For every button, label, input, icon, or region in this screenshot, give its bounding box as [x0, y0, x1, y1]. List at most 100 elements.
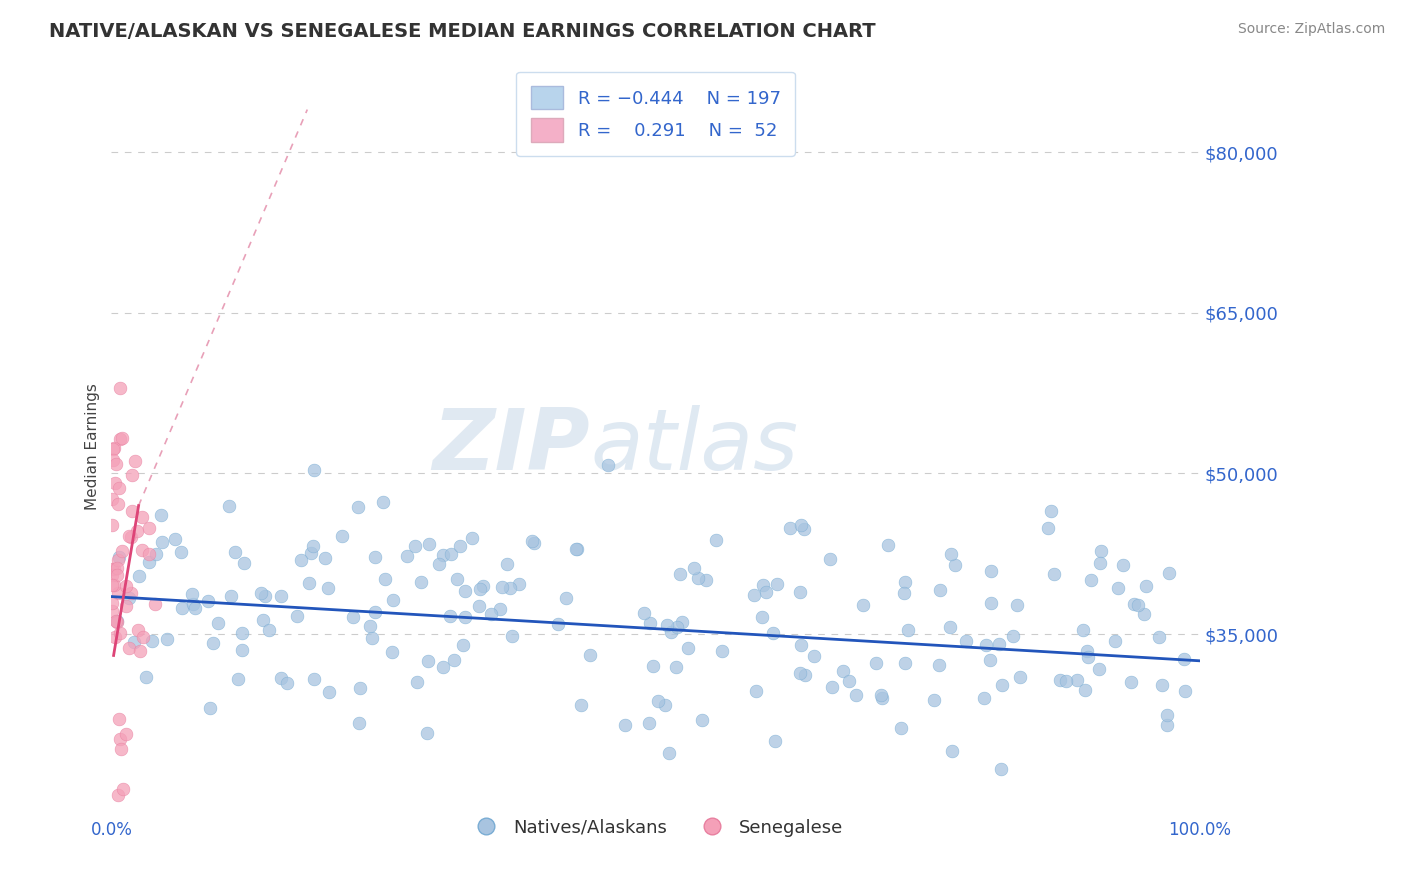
Point — [404, 539, 426, 553]
Point — [640, 615, 662, 630]
Point — [257, 623, 280, 637]
Point — [129, 644, 152, 658]
Point — [793, 522, 815, 536]
Point — [929, 582, 952, 597]
Point — [374, 572, 396, 586]
Point — [941, 744, 963, 758]
Point — [1157, 566, 1180, 581]
Point — [1076, 643, 1098, 657]
Point — [132, 631, 155, 645]
Point — [252, 613, 274, 627]
Point — [418, 537, 440, 551]
Point — [226, 672, 249, 686]
Point — [752, 578, 775, 592]
Point — [143, 597, 166, 611]
Point — [831, 664, 853, 678]
Point — [111, 544, 134, 558]
Point — [105, 561, 128, 575]
Point — [614, 718, 637, 732]
Point — [1090, 544, 1112, 558]
Point — [955, 634, 977, 648]
Point — [1066, 673, 1088, 687]
Point — [349, 715, 371, 730]
Point — [103, 442, 125, 456]
Point — [571, 698, 593, 712]
Point — [1036, 520, 1059, 534]
Point — [974, 638, 997, 652]
Point — [499, 582, 522, 596]
Point — [364, 550, 387, 565]
Point — [688, 571, 710, 585]
Point — [150, 535, 173, 549]
Point — [897, 624, 920, 638]
Point — [107, 615, 129, 629]
Point — [481, 607, 503, 621]
Point — [1152, 678, 1174, 692]
Point — [939, 620, 962, 634]
Point — [928, 658, 950, 673]
Point — [1156, 708, 1178, 723]
Point — [121, 504, 143, 518]
Point — [1156, 718, 1178, 732]
Point — [382, 592, 405, 607]
Point — [865, 656, 887, 670]
Point — [1043, 567, 1066, 582]
Point — [127, 624, 149, 638]
Text: ZIP: ZIP — [433, 405, 591, 488]
Point — [980, 596, 1002, 610]
Point — [118, 528, 141, 542]
Point — [316, 582, 339, 596]
Point — [443, 653, 465, 667]
Point — [304, 463, 326, 477]
Point — [432, 548, 454, 562]
Point — [101, 596, 124, 610]
Point — [1122, 597, 1144, 611]
Point — [1133, 607, 1156, 621]
Point — [105, 457, 128, 471]
Point — [695, 574, 717, 588]
Point — [115, 578, 138, 592]
Point — [1173, 652, 1195, 666]
Point — [1119, 675, 1142, 690]
Point — [138, 555, 160, 569]
Point — [108, 732, 131, 747]
Point — [104, 614, 127, 628]
Point — [359, 619, 381, 633]
Point — [181, 597, 204, 611]
Point — [1077, 650, 1099, 665]
Point — [893, 586, 915, 600]
Point — [361, 631, 384, 645]
Point — [845, 688, 868, 702]
Point — [745, 684, 768, 698]
Point — [488, 602, 510, 616]
Point — [1174, 684, 1197, 698]
Point — [1080, 573, 1102, 587]
Point — [1074, 682, 1097, 697]
Point — [107, 497, 129, 511]
Point — [683, 561, 706, 575]
Point — [790, 517, 813, 532]
Point — [332, 528, 354, 542]
Point — [100, 562, 122, 576]
Point — [120, 530, 142, 544]
Point — [418, 654, 440, 668]
Point — [508, 577, 530, 591]
Point — [233, 556, 256, 570]
Point — [101, 567, 124, 582]
Point — [1107, 581, 1129, 595]
Point — [131, 510, 153, 524]
Point — [104, 476, 127, 491]
Point — [766, 577, 789, 591]
Point — [990, 678, 1012, 692]
Text: atlas: atlas — [591, 405, 799, 488]
Point — [803, 649, 825, 664]
Point — [491, 580, 513, 594]
Point — [285, 608, 308, 623]
Point — [980, 564, 1002, 578]
Point — [1049, 673, 1071, 687]
Legend: Natives/Alaskans, Senegalese: Natives/Alaskans, Senegalese — [461, 812, 851, 844]
Point — [253, 589, 276, 603]
Point — [659, 624, 682, 639]
Point — [395, 549, 418, 563]
Point — [468, 599, 491, 613]
